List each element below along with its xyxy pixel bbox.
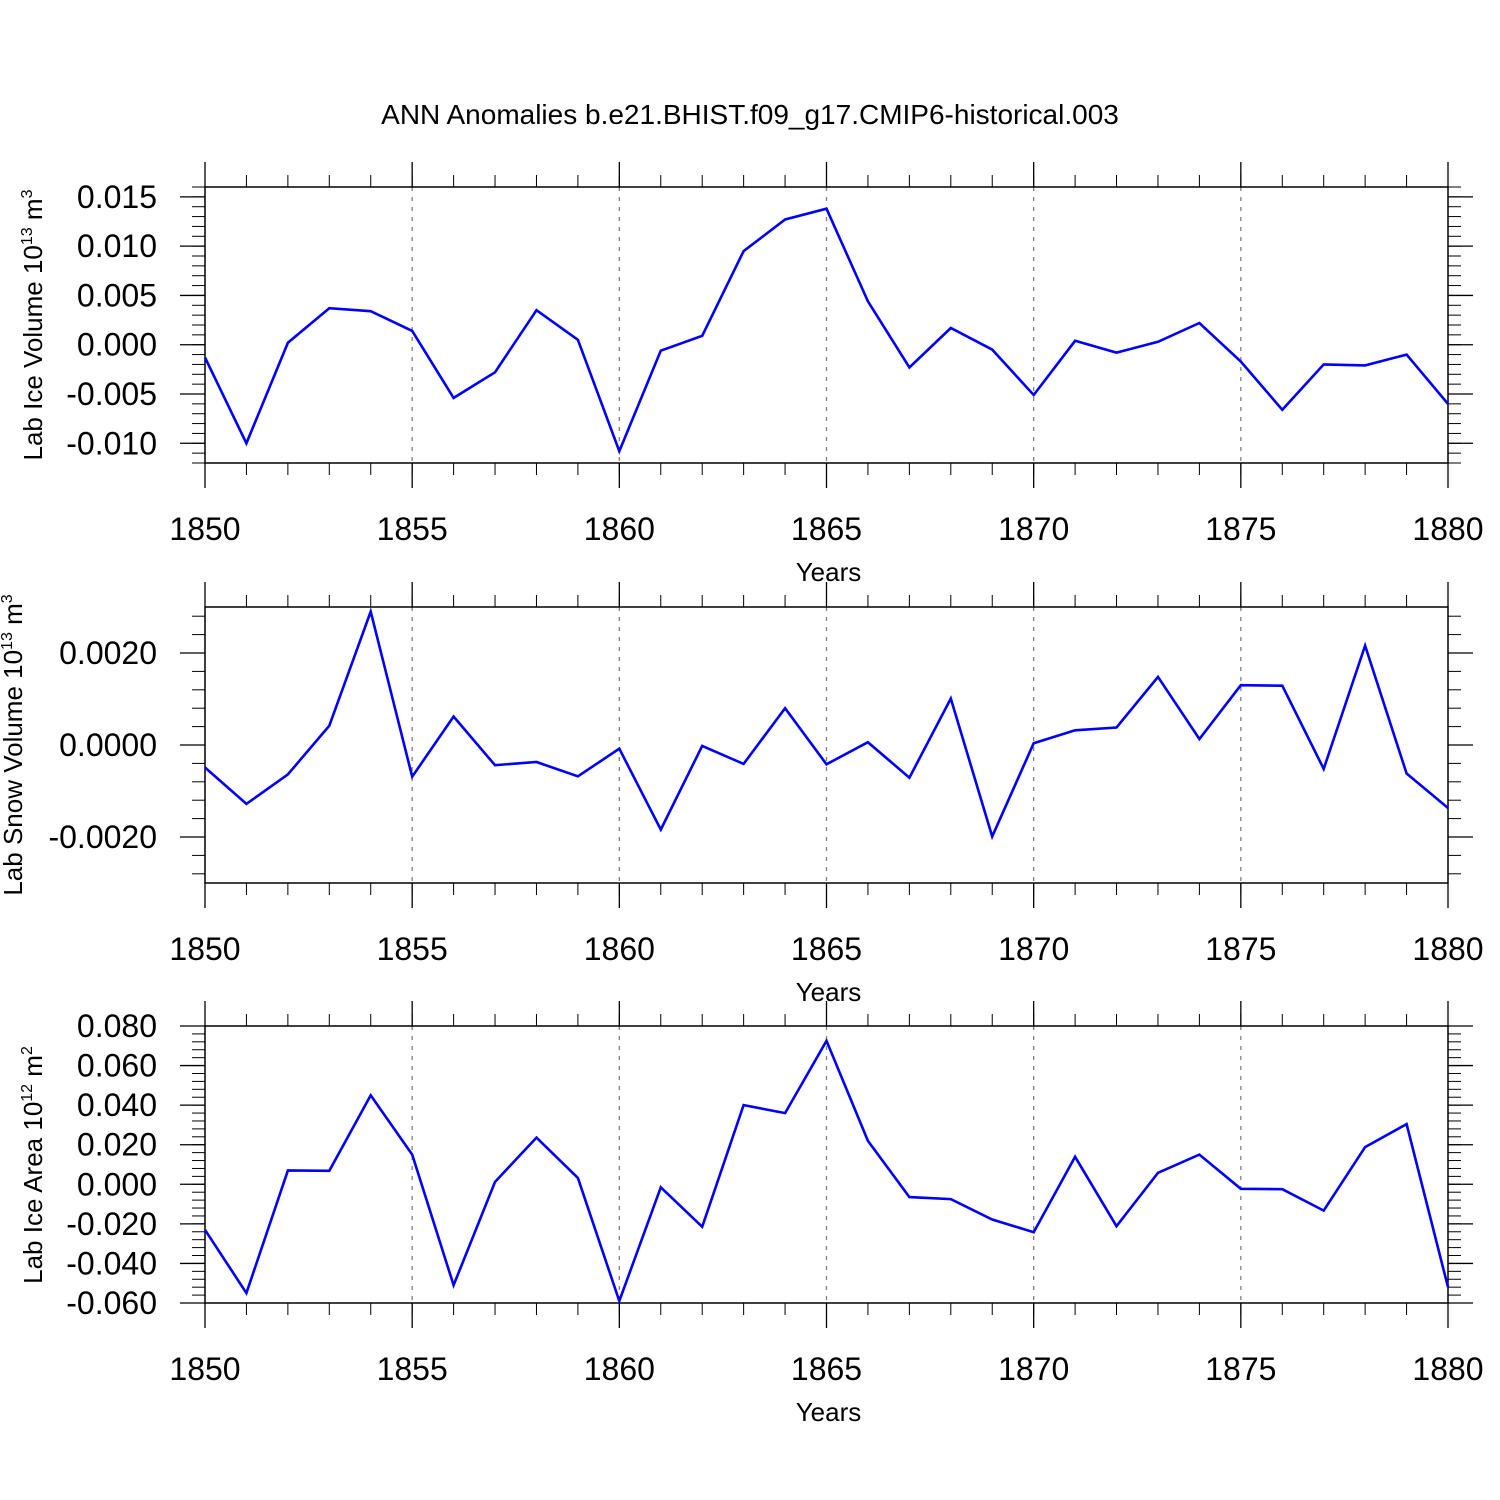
y-tick-label: 0.005 xyxy=(77,277,157,313)
y-tick-label: -0.010 xyxy=(66,425,157,461)
x-tick-label: 1870 xyxy=(998,511,1069,547)
panel-2: -0.0020 0.0000 0.0020 1850 1855 1860 1865 1870 1… xyxy=(0,582,1484,1007)
plot-frame xyxy=(204,1025,1449,1304)
chart-title: ANN Anomalies b.e21.BHIST.f09_g17.CMIP6-… xyxy=(381,99,1119,130)
x-tick-label: 1870 xyxy=(998,931,1069,967)
x-tick-label: 1865 xyxy=(791,931,862,967)
y-axis-label-unit: m xyxy=(0,603,28,632)
y-axis-label-unit-exponent: 3 xyxy=(19,189,36,198)
y-axis-label-unit: m xyxy=(18,1055,48,1084)
x-tick-label: 1850 xyxy=(169,931,240,967)
x-tick-label: 1860 xyxy=(584,511,655,547)
y-axis-label-unit-exponent: 3 xyxy=(0,594,16,603)
x-tick-label: 1870 xyxy=(998,1351,1069,1387)
series-line xyxy=(204,607,1449,841)
y-axis-label: Lab Snow Volume 1013 m3 xyxy=(0,594,28,895)
y-tick-label: 0.0000 xyxy=(59,727,157,763)
x-tick-label: 1860 xyxy=(584,1351,655,1387)
x-tick-label: 1875 xyxy=(1205,1351,1276,1387)
y-tick-label: -0.0020 xyxy=(48,819,157,855)
panel-1: -0.010 -0.005 0.000 0.005 0.010 0.015 1850 1855… xyxy=(18,162,1484,587)
y-tick-label: 0.000 xyxy=(77,327,157,363)
y-axis-label-main: Lab Ice Area 10 xyxy=(18,1102,48,1284)
x-tick-label: 1875 xyxy=(1205,511,1276,547)
y-axis-label: Lab Ice Area 1012 m2 xyxy=(18,1046,48,1284)
plot-frame xyxy=(204,606,1449,884)
x-tick-label: 1880 xyxy=(1412,1351,1483,1387)
panels: -0.010 -0.005 0.000 0.005 0.010 0.015 1850 1855… xyxy=(0,162,1484,1427)
y-tick-label: -0.040 xyxy=(66,1245,157,1281)
x-axis-label: Years xyxy=(796,977,862,1007)
x-tick-label: 1880 xyxy=(1412,931,1483,967)
y-axis-label: Lab Ice Volume 1013 m3 xyxy=(18,189,48,460)
series-line xyxy=(203,207,1449,455)
x-axis-label: Years xyxy=(796,1397,862,1427)
x-tick-label: 1865 xyxy=(791,511,862,547)
y-axis-label-unit: m xyxy=(18,198,48,227)
y-axis-label-exponent: 12 xyxy=(19,1084,36,1102)
x-tick-label: 1855 xyxy=(377,931,448,967)
y-axis-label-unit-exponent: 2 xyxy=(19,1046,36,1055)
y-tick-label: 0.060 xyxy=(77,1048,157,1084)
x-tick-label: 1855 xyxy=(377,511,448,547)
x-tick-label: 1880 xyxy=(1412,511,1483,547)
y-tick-label: 0.000 xyxy=(77,1166,157,1202)
x-tick-label: 1865 xyxy=(791,1351,862,1387)
y-tick-label: -0.060 xyxy=(66,1285,157,1321)
y-tick-label: 0.015 xyxy=(77,179,157,215)
x-tick-label: 1850 xyxy=(169,1351,240,1387)
x-tick-label: 1850 xyxy=(169,511,240,547)
series-line xyxy=(203,1037,1450,1305)
y-tick-label: 0.020 xyxy=(77,1127,157,1163)
x-tick-label: 1860 xyxy=(584,931,655,967)
x-tick-label: 1855 xyxy=(377,1351,448,1387)
y-tick-label: 0.080 xyxy=(77,1008,157,1044)
y-tick-label: 0.040 xyxy=(77,1087,157,1123)
x-tick-label: 1875 xyxy=(1205,931,1276,967)
y-tick-label: -0.020 xyxy=(66,1206,157,1242)
plot-frame xyxy=(204,186,1449,464)
x-axis-label: Years xyxy=(796,557,862,587)
y-axis-label-main: Lab Snow Volume 10 xyxy=(0,650,28,896)
y-axis-label-main: Lab Ice Volume 10 xyxy=(18,245,48,460)
y-axis-label-exponent: 13 xyxy=(19,227,36,245)
y-tick-label: 0.010 xyxy=(77,228,157,264)
y-axis-label-exponent: 13 xyxy=(0,632,16,650)
y-tick-label: 0.0020 xyxy=(59,635,157,671)
y-tick-label: -0.005 xyxy=(66,376,157,412)
